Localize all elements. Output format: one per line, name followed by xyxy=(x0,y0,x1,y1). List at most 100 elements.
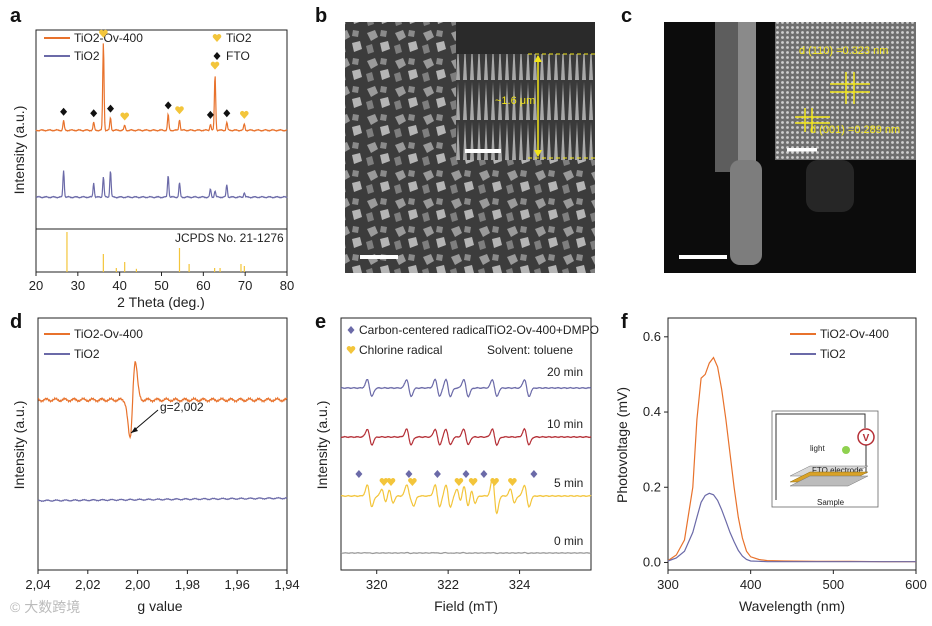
legend-diamond-icon xyxy=(347,326,355,334)
panel-a-ylabel: Intensity (a.u.) xyxy=(11,106,27,195)
panel-e-frame xyxy=(340,317,592,571)
legend-label-tio2: TiO2 xyxy=(74,347,100,361)
legend-heart-icon xyxy=(346,346,356,354)
carbon-radical-marker xyxy=(355,470,363,478)
panel-a-legend: TiO2-Ov-400 TiO2 TiO2 FTO xyxy=(44,31,252,63)
panel-label-b: b xyxy=(315,5,327,27)
panel-b: b ~1.6 μm xyxy=(315,5,595,273)
legend-label-tio2-ov: TiO2-Ov-400 xyxy=(74,327,143,341)
series-5-min xyxy=(340,478,592,515)
nanorod-shell xyxy=(738,22,756,182)
series-tio2-ov-400 xyxy=(667,356,916,563)
x-tick-label: 500 xyxy=(822,577,844,592)
panel-a-xlabel: 2 Theta (deg.) xyxy=(117,294,205,310)
panel-d-xticks: 2,04 2,02 2,00 1,98 1,96 1,94 xyxy=(25,570,300,592)
panel-e: e Carbon-centered radical Chlorine radic… xyxy=(314,311,599,614)
sample-label: Sample xyxy=(817,498,845,507)
nanorod-second xyxy=(806,160,854,212)
panel-d-frame xyxy=(37,317,288,571)
sem-scale-bar xyxy=(360,255,398,259)
tem-scale-bar xyxy=(679,255,727,259)
x-tick-label: 20 xyxy=(29,278,43,293)
g-value-arrowhead xyxy=(131,427,138,433)
diamond-peak-marker xyxy=(90,109,98,118)
lattice-marker-001 xyxy=(795,108,830,132)
diamond-peak-marker xyxy=(164,101,172,110)
y-tick-label: 0.2 xyxy=(643,479,661,494)
series-label-20-min: 20 min xyxy=(547,365,583,379)
chlorine-radical-marker xyxy=(408,478,417,486)
x-tick-label: 300 xyxy=(657,577,679,592)
series-tio2-ov-400 xyxy=(37,361,288,440)
electrode-label: FTO electrode xyxy=(812,466,864,475)
x-tick-label: 80 xyxy=(280,278,294,293)
legend-diamond-icon xyxy=(213,52,221,60)
series-0-min xyxy=(340,551,592,555)
series-tio2 xyxy=(667,492,916,563)
panel-f-xticks: 300 400 500 600 xyxy=(657,570,927,592)
series-label-10-min: 10 min xyxy=(547,417,583,431)
panel-e-ylabel: Intensity (a.u.) xyxy=(314,401,330,490)
heart-peak-marker xyxy=(175,106,184,115)
panel-d-xlabel: g value xyxy=(137,598,182,614)
panel-d: d TiO2-Ov-400 TiO2 g=2,002 2,04 2,02 2,00 1… xyxy=(10,311,300,614)
inset-scale-bar xyxy=(787,148,817,152)
reference-sticks xyxy=(66,232,245,272)
series-tio2 xyxy=(35,170,288,199)
g-value-annotation: g=2,002 xyxy=(160,400,204,414)
chlorine-radical-marker xyxy=(508,478,517,486)
carbon-radical-marker xyxy=(433,470,441,478)
series-label-5-min: 5 min xyxy=(554,476,583,490)
y-tick-label: 0.4 xyxy=(643,404,661,419)
x-tick-label: 1,98 xyxy=(175,577,200,592)
x-tick-label: 2,02 xyxy=(75,577,100,592)
d-spacing-001: d (001) =0.289 nm xyxy=(810,124,900,136)
inset-wire xyxy=(775,413,866,500)
series-20-min xyxy=(340,378,592,398)
lattice-marker-110 xyxy=(830,72,870,104)
panel-e-info-2: Solvent: toluene xyxy=(487,343,573,357)
legend-heart-icon xyxy=(212,34,222,42)
panel-f-xlabel: Wavelength (nm) xyxy=(739,598,845,614)
x-tick-label: 2,04 xyxy=(25,577,50,592)
heart-peak-marker xyxy=(210,61,220,70)
legend-label-tio2-ov: TiO2-Ov-400 xyxy=(820,327,889,341)
light-bulb-icon xyxy=(842,446,850,454)
diamond-peak-marker xyxy=(223,109,231,118)
panel-c: c d (110) =0.323 nm d (001) =0.289 nm xyxy=(621,5,916,273)
y-tick-label: 0.0 xyxy=(643,554,661,569)
x-tick-label: 1,96 xyxy=(225,577,250,592)
panel-f: f TiO2-Ov-400 TiO2 300 400 500 600 0.00.20.… xyxy=(614,311,927,614)
voltmeter-label: V xyxy=(863,433,870,444)
legend-label-tio2: TiO2 xyxy=(820,347,846,361)
chlorine-radical-marker xyxy=(490,478,499,486)
series-10-min xyxy=(340,427,592,447)
panel-e-markers xyxy=(355,470,538,486)
panel-f-ylabel: Photovoltage (mV) xyxy=(614,387,630,503)
x-tick-label: 50 xyxy=(154,278,168,293)
carbon-radical-marker xyxy=(462,470,470,478)
series-tio2 xyxy=(37,496,288,503)
panel-label-a: a xyxy=(10,5,22,27)
light-label: light xyxy=(810,444,825,453)
legend-label-diamond: FTO xyxy=(226,49,250,63)
carbon-radical-marker xyxy=(405,470,413,478)
legend-label-chlorine: Chlorine radical xyxy=(359,343,442,357)
x-tick-label: 60 xyxy=(196,278,210,293)
x-tick-label: 2,00 xyxy=(125,577,150,592)
series-tio2-ov-400 xyxy=(35,43,288,132)
panel-f-yticks: 0.0 0.2 0.4 0.6 xyxy=(643,329,668,569)
diamond-peak-marker xyxy=(107,104,114,113)
x-tick-label: 1,94 xyxy=(274,577,299,592)
sem-inset-top xyxy=(456,22,595,54)
y-tick-label: 0.6 xyxy=(643,329,661,344)
panel-e-info-1: TiO2-Ov-400+DMPO xyxy=(487,323,599,337)
thickness-annotation: ~1.6 μm xyxy=(495,95,535,107)
chlorine-radical-marker xyxy=(379,478,389,486)
panel-a: a TiO2-Ov-400 TiO2 TiO2 FTO JCPDS No. 21… xyxy=(10,5,294,310)
panel-label-f: f xyxy=(621,311,628,333)
bottom-electrode xyxy=(789,475,869,487)
panel-e-xticks: 320 322 324 xyxy=(366,570,530,592)
panel-e-xlabel: Field (mT) xyxy=(434,598,498,614)
legend-label-carbon: Carbon-centered radical xyxy=(359,323,488,337)
